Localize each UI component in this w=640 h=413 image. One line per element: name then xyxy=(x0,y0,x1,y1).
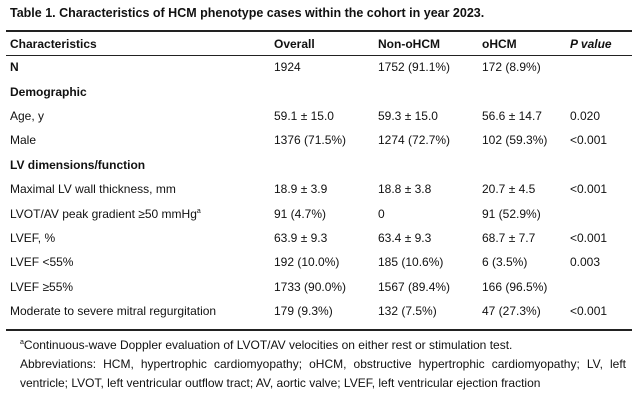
table-section-row: LV dimensions/function xyxy=(6,153,632,177)
footnote-a-text: Continuous-wave Doppler evaluation of LV… xyxy=(23,338,513,352)
row-label: Male xyxy=(10,133,37,148)
cell-ohcm: 172 (8.9%) xyxy=(482,60,541,75)
table-row: LVOT/AV peak gradient ≥50 mmHga 91 (4.7%… xyxy=(6,201,632,225)
row-label: Moderate to severe mitral regurgitation xyxy=(10,304,217,319)
cell-p-value xyxy=(566,275,632,299)
cell-ohcm: 47 (27.3%) xyxy=(482,304,541,319)
table-footnotes: aContinuous-wave Doppler evaluation of L… xyxy=(20,336,626,393)
row-label: N xyxy=(10,60,19,75)
cell-p-value: <0.001 xyxy=(570,230,608,245)
table-row: Maximal LV wall thickness, mm 18.9 ± 3.9… xyxy=(6,177,632,201)
table-row: Moderate to severe mitral regurgitation … xyxy=(6,299,632,323)
table-row: LVEF ≥55% 1733 (90.0%) 1567 (89.4%) 166 … xyxy=(6,275,632,299)
table-header-row: Characteristics Overall Non-oHCM oHCM P … xyxy=(6,32,632,55)
top-rule xyxy=(6,30,632,32)
row-label: LVEF, % xyxy=(10,230,56,245)
characteristics-table: Characteristics Overall Non-oHCM oHCM P … xyxy=(6,32,632,323)
cell-overall: 18.9 ± 3.9 xyxy=(274,182,328,197)
cell-p-value xyxy=(566,201,632,225)
row-label-text: LVOT/AV peak gradient ≥50 mmHg xyxy=(10,206,197,221)
table-section-row: Demographic xyxy=(6,79,632,103)
cell-p-value: <0.001 xyxy=(570,133,608,148)
cell-overall: 1733 (90.0%) xyxy=(274,279,347,294)
cell-ohcm: 166 (96.5%) xyxy=(482,279,548,294)
table-row: Age, y 59.1 ± 15.0 59.3 ± 15.0 56.6 ± 14… xyxy=(6,104,632,128)
cell-non-ohcm: 1274 (72.7%) xyxy=(378,133,451,148)
cell-overall: 179 (9.3%) xyxy=(274,304,333,319)
cell-ohcm: 68.7 ± 7.7 xyxy=(482,230,536,245)
column-header-non-ohcm: Non-oHCM xyxy=(378,36,440,51)
cell-p-value: 0.003 xyxy=(570,255,601,270)
section-heading: Demographic xyxy=(10,84,87,99)
bottom-rule xyxy=(6,329,632,331)
cell-non-ohcm: 1567 (89.4%) xyxy=(378,279,451,294)
table-caption: Table 1. Characteristics of HCM phenotyp… xyxy=(10,6,485,20)
cell-ohcm: 20.7 ± 4.5 xyxy=(482,182,536,197)
cell-ohcm: 6 (3.5%) xyxy=(482,255,528,270)
row-label: LVEF <55% xyxy=(10,255,74,270)
cell-non-ohcm: 132 (7.5%) xyxy=(378,304,437,319)
table-row: LVEF, % 63.9 ± 9.3 63.4 ± 9.3 68.7 ± 7.7… xyxy=(6,226,632,250)
cell-overall: 91 (4.7%) xyxy=(274,206,327,221)
cell-ohcm: 102 (59.3%) xyxy=(482,133,548,148)
cell-p-value xyxy=(566,55,632,79)
column-header-ohcm: oHCM xyxy=(482,36,517,51)
cell-ohcm: 56.6 ± 14.7 xyxy=(482,108,542,123)
cell-overall: 1376 (71.5%) xyxy=(274,133,347,148)
cell-non-ohcm: 59.3 ± 15.0 xyxy=(378,108,438,123)
table-row: LVEF <55% 192 (10.0%) 185 (10.6%) 6 (3.5… xyxy=(6,250,632,274)
row-label: LVEF ≥55% xyxy=(10,279,74,294)
table-row: Male 1376 (71.5%) 1274 (72.7%) 102 (59.3… xyxy=(6,128,632,152)
abbreviations-note: Abbreviations: HCM, hypertrophic cardiom… xyxy=(20,357,626,390)
section-heading: LV dimensions/function xyxy=(10,157,146,172)
cell-p-value: 0.020 xyxy=(570,108,601,123)
cell-non-ohcm: 185 (10.6%) xyxy=(378,255,444,270)
cell-overall: 63.9 ± 9.3 xyxy=(274,230,328,245)
cell-p-value: <0.001 xyxy=(570,304,608,319)
cell-p-value: <0.001 xyxy=(570,182,608,197)
cell-non-ohcm: 0 xyxy=(378,206,385,221)
header-rule xyxy=(6,55,632,56)
row-label: LVOT/AV peak gradient ≥50 mmHga xyxy=(6,201,270,225)
footnote-a: aContinuous-wave Doppler evaluation of L… xyxy=(20,336,626,355)
column-header-p-value: P value xyxy=(570,36,612,51)
cell-ohcm: 91 (52.9%) xyxy=(482,206,541,221)
row-label: Maximal LV wall thickness, mm xyxy=(10,182,176,197)
cell-overall: 192 (10.0%) xyxy=(274,255,340,270)
cell-overall: 59.1 ± 15.0 xyxy=(274,108,334,123)
column-header-characteristics: Characteristics xyxy=(10,36,97,51)
cell-non-ohcm: 1752 (91.1%) xyxy=(378,60,451,75)
cell-overall: 1924 xyxy=(274,60,301,75)
column-header-overall: Overall xyxy=(274,36,315,51)
footnote-marker: a xyxy=(196,207,201,215)
footnote-a-marker: a xyxy=(20,339,24,346)
row-label: Age, y xyxy=(10,108,45,123)
cell-non-ohcm: 63.4 ± 9.3 xyxy=(378,230,432,245)
table-row: N 1924 1752 (91.1%) 172 (8.9%) xyxy=(6,55,632,79)
cell-non-ohcm: 18.8 ± 3.8 xyxy=(378,182,432,197)
